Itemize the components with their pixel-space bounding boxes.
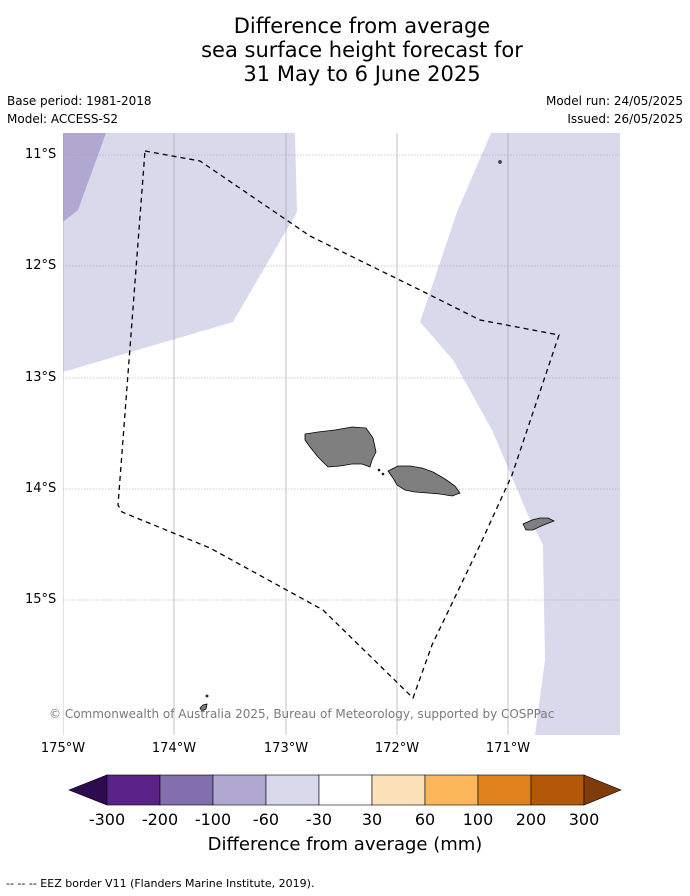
graticule [63, 133, 620, 735]
lon-tick-label: 171°W [485, 741, 531, 756]
colorbar-segment [106, 774, 161, 806]
colorbar-label: 60 [414, 810, 436, 829]
colorbar-title: Difference from average (mm) [207, 834, 483, 855]
colorbar-segment [159, 774, 214, 806]
anomaly-region-northwest-strong [63, 133, 106, 222]
colorbar-label: -100 [194, 810, 232, 829]
title-line-2: sea surface height forecast for [201, 38, 523, 62]
eez-border [117, 150, 560, 700]
colorbar-label: 200 [515, 810, 547, 829]
colorbar-extend-high [583, 774, 622, 806]
colorbar-label: 100 [462, 810, 494, 829]
model-run: Model run: 24/05/2025 [545, 94, 683, 108]
lat-tick-label: 15°S [25, 592, 57, 607]
title-line-3: 31 May to 6 June 2025 [243, 62, 481, 86]
colorbar-label: -60 [252, 810, 280, 829]
islet-southwest-small [205, 694, 209, 698]
colorbar [68, 774, 622, 806]
islet-southwest [199, 703, 208, 712]
colorbar-label: -30 [305, 810, 333, 829]
colorbar-segment [424, 774, 479, 806]
eez-legend-note: -- -- -- EEZ border V11 (Flanders Marine… [6, 877, 315, 890]
colorbar-label: -200 [141, 810, 179, 829]
lon-tick-label: 172°W [374, 741, 420, 756]
colorbar-segment [477, 774, 532, 806]
lat-tick-label: 12°S [25, 258, 57, 273]
colorbar-segment [212, 774, 267, 806]
title-line-1: Difference from average [233, 14, 491, 38]
lat-tick-label: 14°S [25, 481, 57, 496]
island-tutuila [522, 517, 555, 531]
lon-tick-label: 174°W [151, 741, 197, 756]
issued-date: Issued: 26/05/2025 [567, 112, 683, 126]
islet-apolima [381, 472, 385, 476]
colorbar-segment [318, 774, 373, 806]
island-savaii [304, 426, 377, 468]
copyright-notice: © Commonwealth of Australia 2025, Bureau… [49, 707, 555, 721]
map-area [63, 133, 620, 735]
island-upolu [387, 465, 461, 497]
colorbar-segment [530, 774, 585, 806]
anomaly-region-east [420, 133, 620, 735]
lat-tick-label: 11°S [25, 147, 57, 162]
colorbar-extend-low [68, 774, 108, 806]
chart-title: Difference from average sea surface heig… [0, 14, 690, 86]
anomaly-region-northwest [63, 133, 297, 372]
colorbar-label: 300 [568, 810, 600, 829]
base-period: Base period: 1981-2018 [7, 94, 152, 108]
colorbar-segment [371, 774, 426, 806]
lon-tick-label: 173°W [263, 741, 309, 756]
islet-north [498, 160, 502, 164]
islet-manono [377, 468, 381, 472]
lat-tick-label: 13°S [25, 370, 57, 385]
colorbar-label: 30 [361, 810, 383, 829]
model-name: Model: ACCESS-S2 [7, 112, 119, 126]
colorbar-label: -300 [88, 810, 126, 829]
lon-tick-label: 175°W [40, 741, 86, 756]
colorbar-segment [265, 774, 320, 806]
